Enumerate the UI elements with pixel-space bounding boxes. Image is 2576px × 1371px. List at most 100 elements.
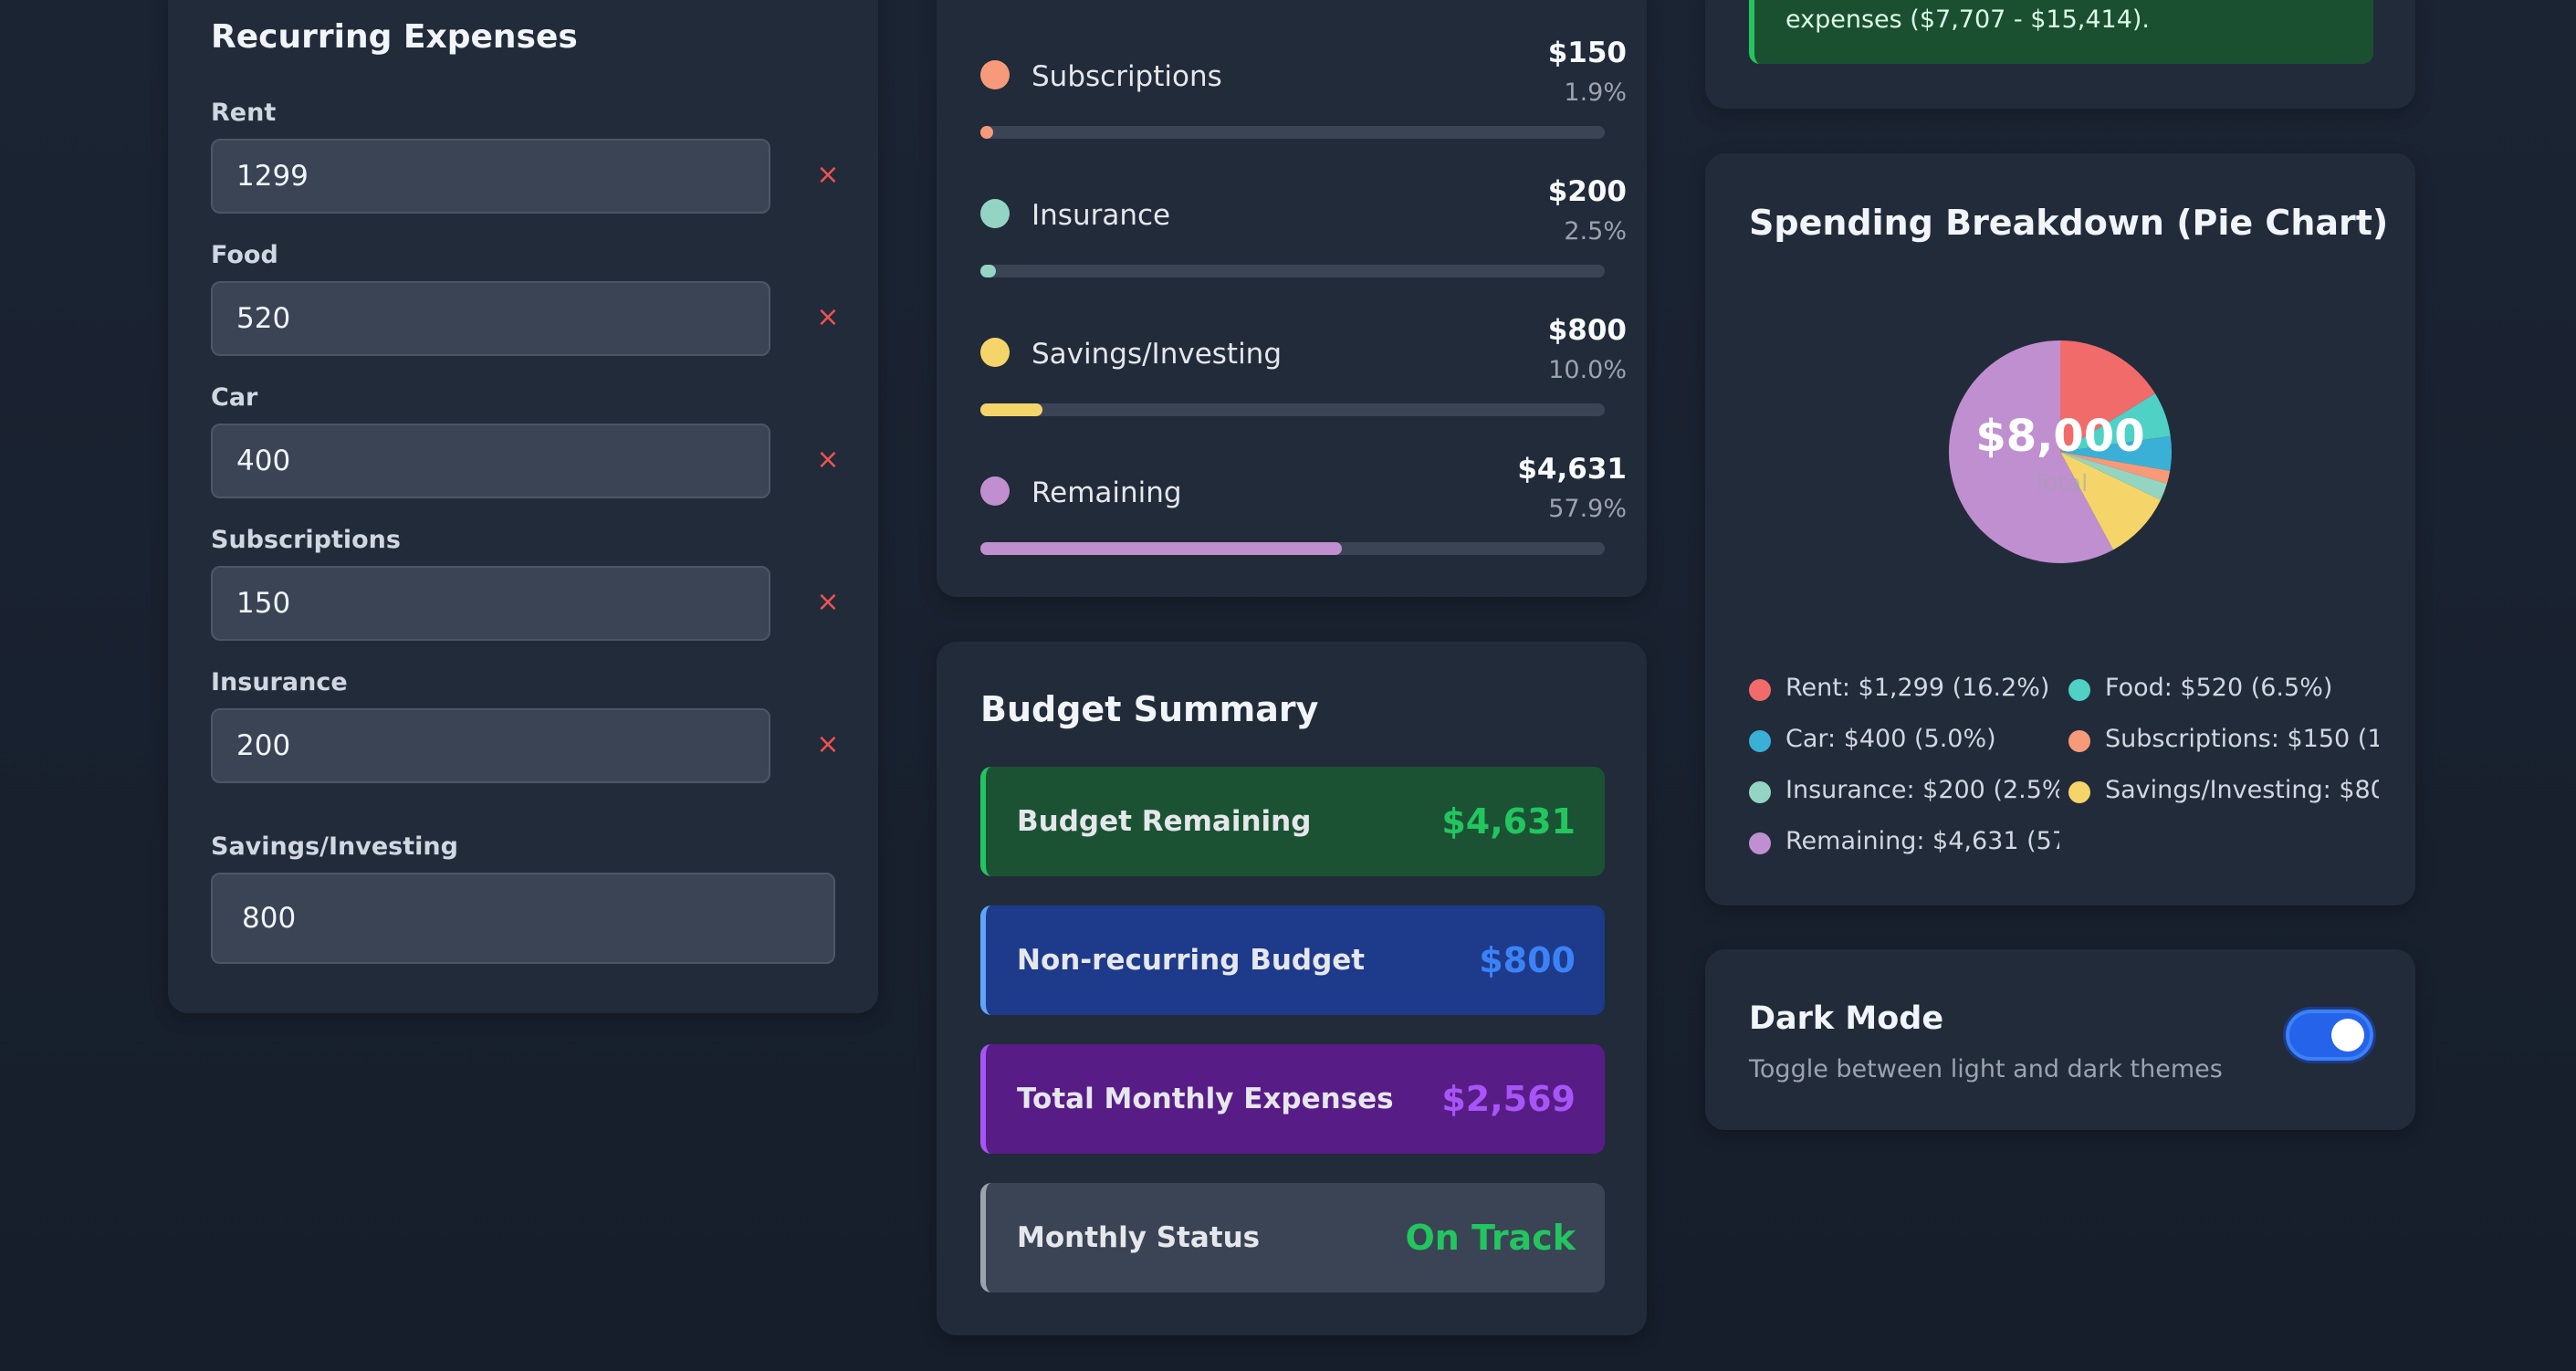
spending-breakdown-card: Spending Breakdown (Pie Chart) $8,000 To… — [1705, 153, 2415, 905]
total-monthly-expenses-box: Total Monthly Expenses $2,569 — [980, 1044, 1605, 1154]
info-alert: expenses ($7,707 - $15,414). — [1749, 0, 2373, 64]
category-dot — [980, 60, 1010, 89]
pie-center-sub: Total — [2032, 470, 2089, 497]
car-input[interactable] — [211, 424, 770, 498]
pie-chart: $8,000 Total — [1949, 340, 2172, 563]
category-progress-track — [980, 126, 1605, 139]
category-amount: $4,631 — [1517, 453, 1627, 486]
category-percent: 57.9% — [1548, 495, 1627, 523]
insurance-input[interactable] — [211, 708, 770, 783]
pie-slice-rent[interactable] — [2060, 340, 2155, 452]
budget-remaining-box: Budget Remaining $4,631 — [980, 767, 1605, 876]
remove-rent-button[interactable]: × — [816, 159, 840, 191]
dark-mode-toggle[interactable] — [2286, 1010, 2373, 1061]
expense-row-rent: Rent × — [211, 99, 850, 214]
summary-value: On Track — [1405, 1218, 1576, 1258]
legend-label: Food: $520 (6.5%) — [2105, 674, 2333, 702]
expense-row-car: Car × — [211, 383, 850, 498]
category-name: Subscriptions — [1031, 60, 1222, 93]
category-amount: $200 — [1547, 175, 1627, 208]
category-progress-track — [980, 265, 1605, 277]
remove-car-button[interactable]: × — [816, 444, 840, 476]
expense-row-subscriptions: Subscriptions × — [211, 526, 850, 641]
category-row-subscriptions: Subscriptions $150 1.9% — [980, 31, 1627, 168]
savings-row: Savings/Investing — [211, 832, 850, 964]
legend-item[interactable]: Car: $400 (5.0%) — [1749, 721, 2059, 758]
category-amount: $800 — [1547, 314, 1627, 347]
category-progress-track — [980, 542, 1605, 555]
legend-item[interactable]: Remaining: $4,631 (57... — [1749, 823, 2059, 860]
category-dot — [980, 199, 1010, 228]
category-progress-fill — [980, 403, 1043, 416]
legend-item[interactable]: Food: $520 (6.5%) — [2068, 670, 2379, 706]
legend-dot — [1749, 730, 1771, 752]
summary-value: $4,631 — [1441, 801, 1576, 842]
category-progress-track — [980, 403, 1605, 416]
category-amount: $150 — [1547, 37, 1627, 69]
legend-label: Remaining: $4,631 (57... — [1785, 827, 2059, 855]
non-recurring-budget-box: Non-recurring Budget $800 — [980, 905, 1605, 1015]
expense-label: Rent — [211, 99, 277, 127]
category-progress-fill — [980, 265, 997, 277]
savings-label: Savings/Investing — [211, 832, 458, 861]
legend-item[interactable]: Insurance: $200 (2.5%) — [1749, 772, 2059, 809]
budget-summary-title: Budget Summary — [980, 689, 1319, 729]
info-alert-text: expenses ($7,707 - $15,414). — [1785, 5, 2150, 34]
pie-slice-car[interactable] — [2060, 435, 2172, 471]
info-card: expenses ($7,707 - $15,414). — [1705, 0, 2415, 109]
rent-input[interactable] — [211, 139, 770, 214]
remove-insurance-button[interactable]: × — [816, 728, 840, 760]
summary-value: $800 — [1479, 940, 1576, 980]
pie-slice-food[interactable] — [2060, 393, 2171, 452]
category-breakdown-card: Subscriptions $150 1.9% Insurance $200 2… — [937, 0, 1647, 597]
category-name: Remaining — [1031, 476, 1182, 509]
category-percent: 10.0% — [1548, 356, 1627, 384]
legend-item[interactable]: Subscriptions: $150 (1... — [2068, 721, 2379, 758]
expense-row-food: Food × — [211, 241, 850, 356]
food-input[interactable] — [211, 281, 770, 356]
expense-label: Insurance — [211, 668, 348, 696]
remove-food-button[interactable]: × — [816, 301, 840, 333]
legend-item[interactable]: Rent: $1,299 (16.2%) — [1749, 670, 2059, 706]
summary-label: Budget Remaining — [1017, 805, 1312, 838]
category-row-insurance: Insurance $200 2.5% — [980, 170, 1627, 307]
legend-label: Subscriptions: $150 (1... — [2105, 725, 2379, 753]
recurring-expenses-title: Recurring Expenses — [211, 18, 578, 56]
category-progress-fill — [980, 542, 1343, 555]
pie-slice-savings-investing[interactable] — [2060, 452, 2162, 550]
remove-subscriptions-button[interactable]: × — [816, 586, 840, 618]
toggle-knob — [2331, 1019, 2364, 1052]
recurring-expenses-card: Recurring Expenses Rent × Food × Car × S… — [168, 0, 878, 1013]
summary-label: Non-recurring Budget — [1017, 944, 1366, 977]
expense-row-insurance: Insurance × — [211, 668, 850, 783]
category-row-remaining: Remaining $4,631 57.9% — [980, 447, 1627, 584]
pie-slice-insurance[interactable] — [2060, 452, 2167, 500]
summary-value: $2,569 — [1441, 1079, 1576, 1119]
legend-item[interactable]: Savings/Investing: $80... — [2068, 772, 2379, 809]
savings-input[interactable] — [211, 873, 835, 964]
legend-label: Savings/Investing: $80... — [2105, 776, 2379, 804]
category-dot — [980, 338, 1010, 367]
legend-dot — [2068, 730, 2090, 752]
dark-mode-card: Dark Mode Toggle between light and dark … — [1705, 949, 2415, 1130]
subscriptions-input[interactable] — [211, 566, 770, 641]
expense-label: Car — [211, 383, 258, 412]
legend-dot — [2068, 679, 2090, 701]
dark-mode-title: Dark Mode — [1749, 1000, 1944, 1037]
pie-center-value: $8,000 — [1975, 411, 2144, 462]
legend-dot — [2068, 781, 2090, 803]
budget-summary-card: Budget Summary Budget Remaining $4,631 N… — [937, 642, 1647, 1335]
pie-slice-subscriptions[interactable] — [2060, 452, 2171, 484]
legend-label: Car: $400 (5.0%) — [1785, 725, 1996, 753]
category-row-savings: Savings/Investing $800 10.0% — [980, 309, 1627, 445]
legend-dot — [1749, 781, 1771, 803]
category-progress-fill — [980, 126, 993, 139]
legend-label: Rent: $1,299 (16.2%) — [1785, 674, 2050, 702]
dark-mode-description: Toggle between light and dark themes — [1749, 1055, 2223, 1083]
category-name: Insurance — [1031, 199, 1171, 232]
monthly-status-box: Monthly Status On Track — [980, 1183, 1605, 1293]
expense-label: Subscriptions — [211, 526, 401, 554]
summary-label: Total Monthly Expenses — [1017, 1083, 1394, 1115]
category-name: Savings/Investing — [1031, 338, 1283, 371]
pie-slice-remaining[interactable] — [1949, 340, 2114, 563]
